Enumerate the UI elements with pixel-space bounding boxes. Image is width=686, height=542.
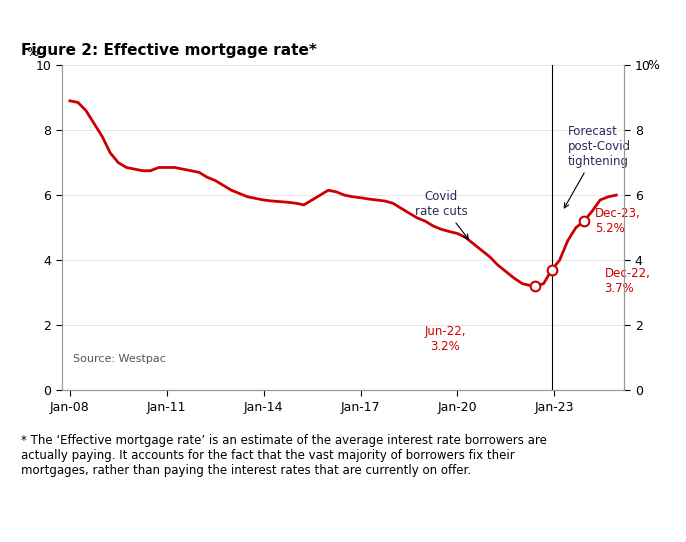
Y-axis label: %: %	[648, 59, 659, 72]
Text: Dec-22,
3.7%: Dec-22, 3.7%	[604, 267, 650, 295]
Text: Figure 2: Effective mortgage rate*: Figure 2: Effective mortgage rate*	[21, 43, 316, 59]
Text: Source: Westpac: Source: Westpac	[73, 354, 166, 364]
Text: * The ‘Effective mortgage rate’ is an estimate of the average interest rate borr: * The ‘Effective mortgage rate’ is an es…	[21, 434, 547, 476]
Text: Dec-23,
5.2%: Dec-23, 5.2%	[595, 207, 641, 235]
Text: Jun-22,
3.2%: Jun-22, 3.2%	[425, 325, 466, 353]
Y-axis label: %: %	[27, 46, 38, 59]
Text: Covid
rate cuts: Covid rate cuts	[415, 190, 469, 239]
Text: Forecast
post-Covid
tightening: Forecast post-Covid tightening	[565, 125, 631, 208]
